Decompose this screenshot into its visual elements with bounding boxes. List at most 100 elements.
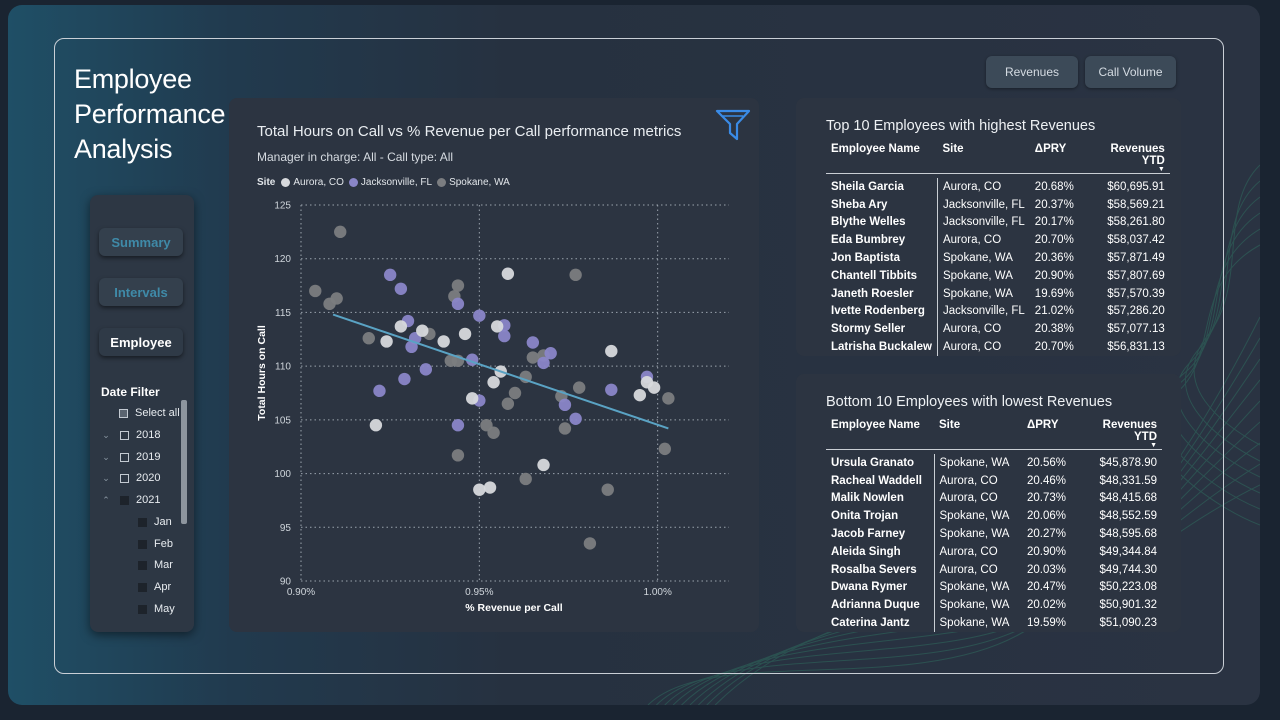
intervals-nav-button[interactable]: Intervals	[99, 278, 183, 306]
data-point-jacksonville[interactable]	[558, 398, 572, 412]
data-point-spokane[interactable]	[444, 354, 457, 367]
table-row[interactable]: Aleida Singh Aurora, CO 20.90% $49,344.84	[826, 542, 1162, 561]
data-point-aurora[interactable]	[537, 458, 550, 472]
checkbox-icon[interactable]	[138, 560, 147, 570]
column-header[interactable]: Employee Name	[826, 143, 938, 174]
table-row[interactable]: Sheba Ary Jacksonville, FL 20.37% $58,569.2…	[826, 195, 1170, 214]
table-row[interactable]: Sheila Garcia Aurora, CO 20.68% $60,695.91	[826, 178, 1170, 196]
data-point-jacksonville[interactable]	[451, 419, 465, 432]
table-row[interactable]: Eda Bumbrey Aurora, CO 20.70% $58,037.42	[826, 231, 1170, 250]
table-row[interactable]: Chantell Tibbits Spokane, WA 20.90% $57,807…	[826, 266, 1170, 285]
checkbox-icon[interactable]	[138, 539, 147, 549]
data-point-spokane[interactable]	[362, 332, 375, 345]
revenues-button[interactable]: Revenues	[986, 56, 1078, 88]
column-header[interactable]: Revenues YTD ▼	[1081, 143, 1170, 174]
legend-item[interactable]: Aurora, CO	[281, 177, 344, 188]
data-point-jacksonville[interactable]	[537, 356, 550, 370]
checkbox-icon[interactable]	[138, 604, 147, 614]
table-row[interactable]: Adrianna Duque Spokane, WA 20.02% $50,901.3…	[826, 596, 1162, 615]
column-header[interactable]: ΔPRY	[1029, 143, 1082, 174]
data-point-spokane[interactable]	[519, 472, 532, 486]
employee-nav-button[interactable]: Employee	[99, 328, 183, 356]
table-row[interactable]: Rosalba Severs Aurora, CO 20.03% $49,744.30	[826, 560, 1162, 579]
data-point-spokane[interactable]	[487, 426, 500, 439]
column-header[interactable]: Revenues YTD ▼	[1074, 419, 1162, 450]
data-point-aurora[interactable]	[473, 483, 486, 496]
column-header[interactable]: Site	[937, 143, 1030, 174]
table-row[interactable]: Ursula Granato Spokane, WA 20.56% $45,878.9…	[826, 454, 1162, 472]
year-option-2018[interactable]: ⌄ 2018	[100, 429, 160, 441]
checkbox-icon[interactable]	[120, 495, 129, 505]
data-point-spokane[interactable]	[662, 392, 675, 405]
data-point-aurora[interactable]	[369, 419, 383, 432]
year-option-2020[interactable]: ⌄ 2020	[100, 472, 160, 484]
legend-item[interactable]: Jacksonville, FL	[348, 177, 432, 188]
table-row[interactable]: Blythe Welles Jacksonville, FL 20.17% $58,2…	[826, 213, 1170, 232]
call-volume-button[interactable]: Call Volume	[1085, 56, 1176, 88]
checkbox-icon[interactable]	[119, 408, 128, 418]
column-header[interactable]: Employee Name	[826, 419, 934, 450]
data-point-aurora[interactable]	[394, 320, 408, 333]
column-header[interactable]: ΔPRY	[1022, 419, 1074, 450]
data-point-jacksonville[interactable]	[544, 347, 557, 360]
data-point-aurora[interactable]	[633, 388, 647, 402]
month-option-may[interactable]: May	[138, 603, 175, 615]
table-row[interactable]: Stormy Seller Aurora, CO 20.38% $57,077.13	[826, 320, 1170, 339]
chevron-down-icon[interactable]: ⌄	[102, 451, 110, 462]
data-point-spokane[interactable]	[451, 449, 465, 462]
checkbox-icon[interactable]	[120, 452, 129, 462]
table-row[interactable]: Racheal Waddell Aurora, CO 20.46% $48,331.5…	[826, 471, 1162, 490]
data-point-jacksonville[interactable]	[373, 384, 386, 398]
legend-item[interactable]: Spokane, WA	[437, 177, 510, 188]
data-point-aurora[interactable]	[501, 267, 515, 280]
data-point-spokane[interactable]	[601, 483, 614, 496]
data-point-spokane[interactable]	[526, 351, 540, 364]
data-point-jacksonville[interactable]	[498, 329, 511, 343]
data-point-aurora[interactable]	[490, 320, 504, 333]
data-point-jacksonville[interactable]	[419, 363, 433, 376]
checkbox-icon[interactable]	[120, 430, 129, 440]
table-row[interactable]: Malik Nowlen Aurora, CO 20.73% $48,415.68	[826, 489, 1162, 508]
data-point-spokane[interactable]	[569, 268, 582, 282]
data-point-aurora[interactable]	[458, 327, 472, 341]
data-point-aurora[interactable]	[483, 481, 497, 494]
checkbox-icon[interactable]	[120, 473, 129, 483]
chevron-down-icon[interactable]: ⌄	[102, 472, 110, 483]
data-point-jacksonville[interactable]	[473, 309, 486, 322]
month-option-feb[interactable]: Feb	[138, 538, 173, 550]
table-row[interactable]: Janeth Roesler Spokane, WA 19.69% $57,570.3…	[826, 284, 1170, 303]
data-point-spokane[interactable]	[309, 284, 322, 298]
month-option-apr[interactable]: Apr	[138, 581, 171, 593]
data-point-spokane[interactable]	[508, 386, 522, 400]
data-point-spokane[interactable]	[451, 279, 465, 292]
table-row[interactable]: Ivette Rodenberg Jacksonville, FL 21.02% $5…	[826, 302, 1170, 321]
data-point-aurora[interactable]	[416, 324, 429, 337]
table-row[interactable]: Latrisha Buckalew Aurora, CO 20.70% $56,831…	[826, 338, 1170, 356]
month-option-mar[interactable]: Mar	[138, 559, 173, 571]
year-option-2019[interactable]: ⌄ 2019	[100, 451, 160, 463]
data-point-jacksonville[interactable]	[383, 268, 397, 282]
data-point-spokane[interactable]	[330, 292, 343, 305]
filter-scrollbar[interactable]	[181, 400, 187, 524]
data-point-jacksonville[interactable]	[451, 297, 465, 311]
data-point-jacksonville[interactable]	[526, 336, 540, 349]
checkbox-icon[interactable]	[138, 582, 147, 592]
data-point-aurora[interactable]	[437, 335, 450, 348]
chevron-down-icon[interactable]: ⌄	[102, 429, 110, 440]
data-point-spokane[interactable]	[658, 442, 671, 456]
data-point-aurora[interactable]	[487, 376, 500, 389]
data-point-aurora[interactable]	[466, 392, 479, 405]
table-row[interactable]: Jacob Farney Spokane, WA 20.27% $48,595.68	[826, 525, 1162, 543]
table-row[interactable]: Dwana Rymer Spokane, WA 20.47% $50,223.08	[826, 578, 1162, 597]
table-row[interactable]: Jon Baptista Spokane, WA 20.36% $57,871.49	[826, 249, 1170, 267]
data-point-aurora[interactable]	[380, 335, 393, 348]
data-point-jacksonville[interactable]	[394, 282, 408, 295]
data-point-spokane[interactable]	[573, 381, 586, 394]
column-header[interactable]: Site	[934, 419, 1022, 450]
checkbox-icon[interactable]	[138, 517, 147, 527]
summary-nav-button[interactable]: Summary	[99, 228, 183, 256]
data-point-jacksonville[interactable]	[398, 372, 411, 386]
month-option-jan[interactable]: Jan	[138, 516, 172, 528]
chevron-up-icon[interactable]: ⌃	[102, 494, 110, 505]
data-point-aurora[interactable]	[605, 344, 618, 358]
